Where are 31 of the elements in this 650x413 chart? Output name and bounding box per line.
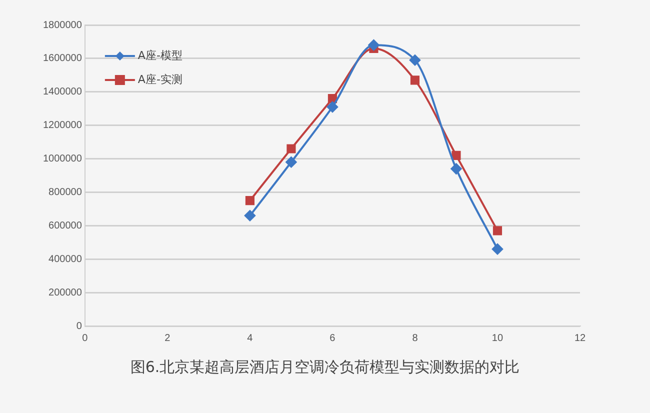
point — [410, 76, 420, 85]
y-tick-label: 1200000 — [42, 120, 82, 132]
x-tick-label: 4 — [247, 332, 254, 344]
point — [244, 210, 256, 222]
point — [409, 54, 420, 66]
y-tick-label: 600000 — [48, 220, 82, 232]
point — [286, 144, 296, 154]
point — [326, 101, 338, 112]
x-tick-label: 10 — [492, 332, 504, 344]
point — [492, 244, 503, 255]
point — [492, 226, 502, 236]
x-tick-label: 2 — [164, 332, 171, 344]
point — [286, 156, 297, 168]
x-tick-label: 6 — [330, 332, 336, 344]
legend-label: A座-实测 — [138, 72, 182, 86]
y-tick-label: 1800000 — [42, 20, 82, 31]
point — [450, 163, 462, 174]
y-tick-label: 1400000 — [42, 86, 82, 98]
legend-label: A座-模型 — [138, 48, 182, 62]
y-tick-label: 0 — [76, 320, 82, 332]
y-tick-label: 400000 — [48, 254, 82, 265]
y-tick-label: 800000 — [48, 186, 82, 198]
point — [245, 196, 254, 206]
y-tick-label: 1600000 — [42, 53, 82, 64]
y-tick-label: 200000 — [48, 287, 82, 298]
point — [452, 150, 461, 160]
point — [368, 40, 380, 51]
x-tick-label: 8 — [412, 332, 418, 344]
y-tick-label: 1000000 — [42, 154, 82, 165]
text: 图6.北京某超高层酒店月空调冷负荷模型与实测数据的对比 — [129, 358, 521, 377]
x-tick-label: 12 — [574, 332, 586, 344]
